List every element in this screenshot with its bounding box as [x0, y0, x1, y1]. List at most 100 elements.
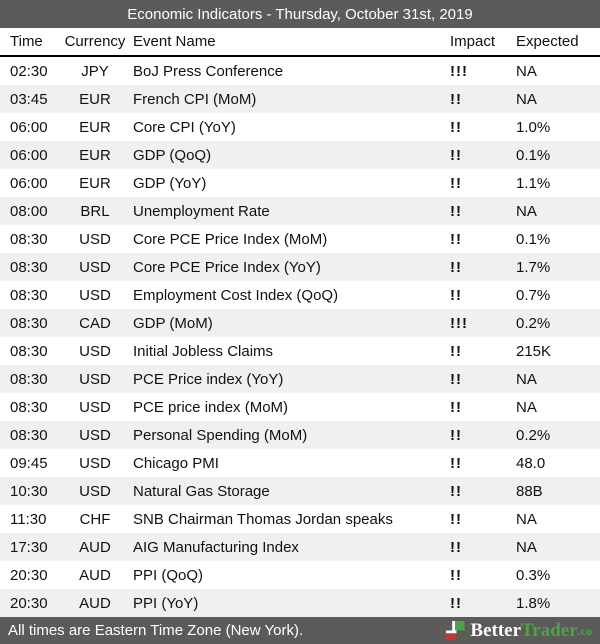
table-row: 03:45 EUR French CPI (MoM)!! NA — [0, 85, 600, 113]
cell-expected: 0.2% — [516, 426, 551, 444]
cell-event: AIG Manufacturing Index — [133, 538, 299, 556]
cell-time: 08:30 — [10, 370, 48, 388]
cell-currency: AUD — [79, 566, 111, 584]
cell-time: 08:30 — [10, 426, 48, 444]
table-row: 08:30 USD Core PCE Price Index (MoM)!! 0.1% — [0, 225, 600, 253]
cell-impact: !! — [450, 538, 462, 556]
cell-expected: 1.7% — [516, 258, 551, 276]
cell-currency: USD — [79, 454, 111, 472]
cell-expected: 0.2% — [516, 314, 551, 332]
cell-time: 06:00 — [10, 146, 48, 164]
cell-time: 10:30 — [10, 482, 48, 500]
cell-currency: USD — [79, 398, 111, 416]
table-row: 06:00 EUR GDP (QoQ)!! 0.1% — [0, 141, 600, 169]
cell-expected: NA — [516, 398, 537, 416]
cell-event: Chicago PMI — [133, 454, 219, 472]
cell-time: 08:30 — [10, 286, 48, 304]
cell-expected: 1.8% — [516, 594, 551, 612]
column-header-event: Event Name — [133, 33, 216, 50]
cell-currency: AUD — [79, 594, 111, 612]
table-row: 02:30 JPY BoJ Press Conference!!! NA — [0, 57, 600, 85]
cell-event: PCE price index (MoM) — [133, 398, 289, 416]
cell-expected: 0.1% — [516, 230, 551, 248]
cell-impact: !! — [450, 426, 462, 444]
table-row: 17:30 AUD AIG Manufacturing Index!! NA — [0, 533, 600, 561]
cell-currency: USD — [79, 230, 111, 248]
cell-time: 02:30 — [10, 62, 48, 80]
cell-impact: !!! — [450, 62, 468, 80]
cell-expected: 1.1% — [516, 174, 551, 192]
brand-text-better: Better — [470, 620, 522, 641]
cell-time: 11:30 — [10, 510, 47, 528]
cell-currency: CHF — [79, 510, 111, 528]
bettertrader-logo-icon — [446, 621, 465, 640]
table-row: 06:00 EUR Core CPI (YoY)!! 1.0% — [0, 113, 600, 141]
cell-impact: !! — [450, 594, 462, 612]
cell-expected: 0.3% — [516, 566, 551, 584]
table-row: 11:30 CHF SNB Chairman Thomas Jordan speak… — [0, 505, 600, 533]
brand-text-trader: Trader — [521, 620, 578, 641]
cell-expected: 1.0% — [516, 118, 551, 136]
cell-currency: AUD — [79, 538, 111, 556]
cell-expected: NA — [516, 62, 537, 80]
cell-time: 20:30 — [10, 594, 48, 612]
cell-time: 08:30 — [10, 342, 48, 360]
cell-event: Initial Jobless Claims — [133, 342, 274, 360]
cell-event: Natural Gas Storage — [133, 482, 270, 500]
cell-impact: !! — [450, 482, 462, 500]
cell-event: SNB Chairman Thomas Jordan speaks — [133, 510, 393, 528]
cell-expected: NA — [516, 202, 537, 220]
cell-impact: !! — [450, 146, 462, 164]
page-title: Economic Indicators - Thursday, October … — [127, 5, 473, 23]
cell-currency: USD — [79, 286, 111, 304]
cell-time: 08:30 — [10, 258, 48, 276]
cell-expected: NA — [516, 370, 537, 388]
cell-impact: !! — [450, 510, 462, 528]
cell-currency: USD — [79, 482, 111, 500]
cell-time: 06:00 — [10, 174, 48, 192]
column-header-currency: Currency — [64, 33, 126, 50]
table-body: 02:30 JPY BoJ Press Conference!!! NA 03:45 EU… — [0, 57, 600, 617]
cell-time: 20:30 — [10, 566, 48, 584]
cell-currency: JPY — [81, 62, 109, 80]
cell-impact: !! — [450, 258, 462, 276]
brand-text-suffix: .co — [577, 623, 592, 638]
cell-time: 17:30 — [10, 538, 48, 556]
cell-impact: !! — [450, 398, 462, 416]
column-header-expected: Expected — [516, 33, 579, 50]
cell-impact: !! — [450, 454, 462, 472]
bettertrader-logo[interactable]: Better Trader .co — [446, 621, 592, 640]
cell-time: 08:30 — [10, 314, 48, 332]
cell-currency: CAD — [79, 314, 111, 332]
table-header-row: Time Currency Event Name Impact Expected — [0, 28, 600, 57]
cell-time: 08:30 — [10, 398, 48, 416]
table-row: 08:30 USD PCE Price index (YoY)!! NA — [0, 365, 600, 393]
cell-event: Core PCE Price Index (YoY) — [133, 258, 321, 276]
table-row: 20:30 AUD PPI (YoY)!! 1.8% — [0, 589, 600, 617]
cell-event: Core CPI (YoY) — [133, 118, 236, 136]
cell-impact: !!! — [450, 314, 468, 332]
cell-event: GDP (YoY) — [133, 174, 207, 192]
cell-expected: NA — [516, 538, 537, 556]
cell-event: Employment Cost Index (QoQ) — [133, 286, 339, 304]
table-row: 20:30 AUD PPI (QoQ)!! 0.3% — [0, 561, 600, 589]
cell-currency: USD — [79, 426, 111, 444]
cell-impact: !! — [450, 174, 462, 192]
cell-time: 06:00 — [10, 118, 48, 136]
cell-event: PCE Price index (YoY) — [133, 370, 284, 388]
cell-event: GDP (MoM) — [133, 314, 213, 332]
cell-currency: EUR — [79, 174, 111, 192]
table-row: 08:30 USD Personal Spending (MoM)!! 0.2% — [0, 421, 600, 449]
title-bar: Economic Indicators - Thursday, October … — [0, 0, 600, 28]
cell-expected: 215K — [516, 342, 552, 360]
table-row: 08:30 CAD GDP (MoM)!!! 0.2% — [0, 309, 600, 337]
table-row: 08:30 USD Employment Cost Index (QoQ)!! 0.7… — [0, 281, 600, 309]
table-row: 08:30 USD Initial Jobless Claims!! 215K — [0, 337, 600, 365]
cell-currency: EUR — [79, 90, 111, 108]
table-row: 06:00 EUR GDP (YoY)!! 1.1% — [0, 169, 600, 197]
cell-currency: EUR — [79, 118, 111, 136]
cell-expected: NA — [516, 90, 537, 108]
cell-event: PPI (QoQ) — [133, 566, 204, 584]
cell-expected: NA — [516, 510, 537, 528]
cell-event: GDP (QoQ) — [133, 146, 212, 164]
